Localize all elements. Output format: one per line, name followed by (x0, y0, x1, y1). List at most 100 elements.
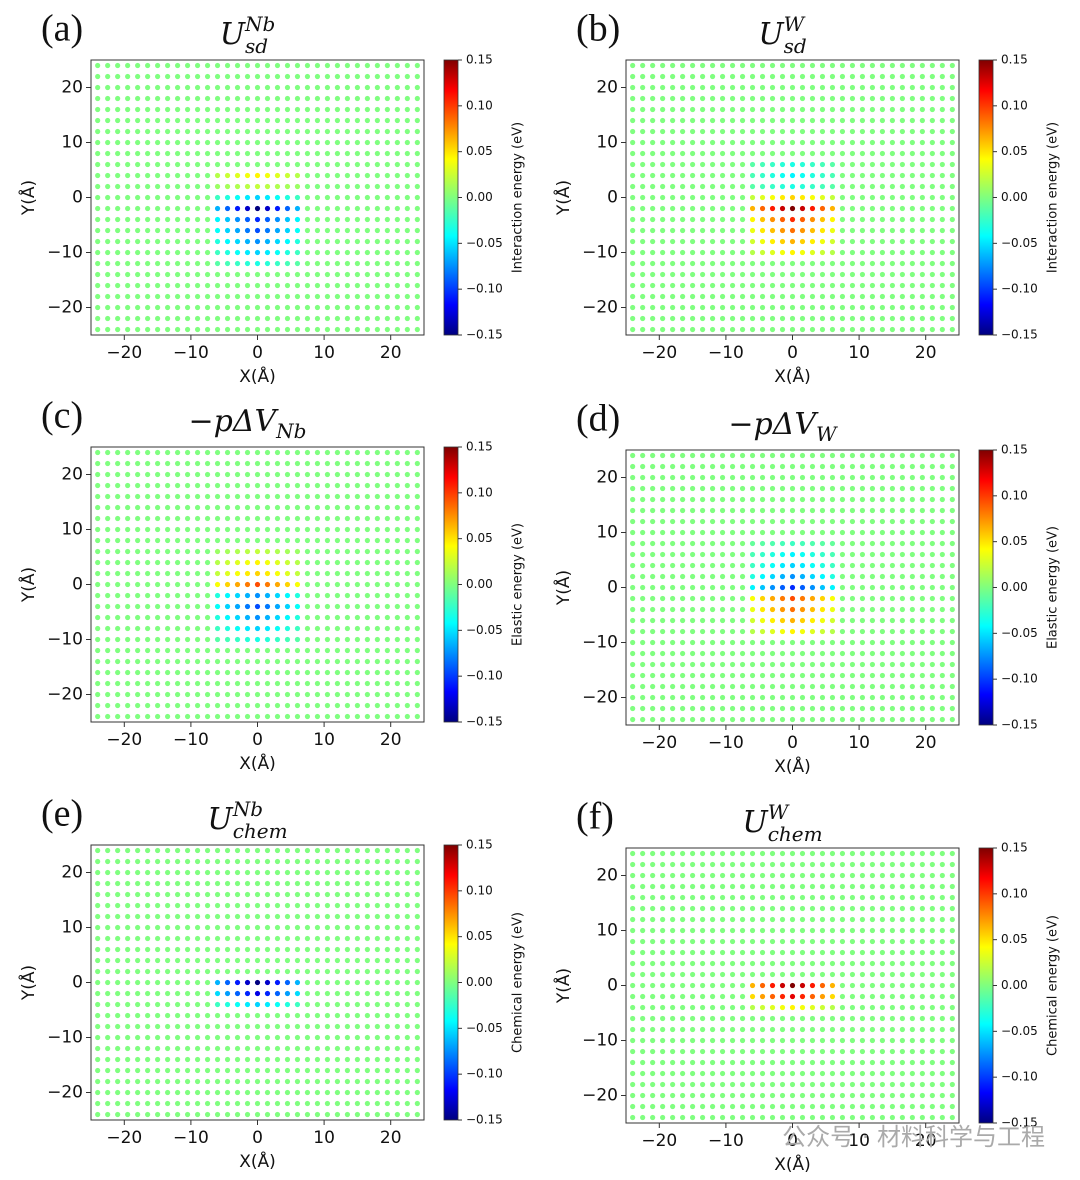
lattice-point (404, 482, 410, 489)
lattice-point (244, 1067, 251, 1074)
lattice-point (394, 73, 400, 80)
lattice-point (145, 647, 151, 654)
lattice-point (719, 938, 726, 945)
lattice-point (859, 617, 866, 624)
lattice-point (949, 993, 955, 1000)
lattice-point (374, 713, 380, 720)
lattice-point (839, 452, 846, 459)
lattice-point (284, 702, 291, 709)
lattice-point (364, 913, 370, 920)
lattice-point (839, 1103, 846, 1110)
lattice-point (155, 924, 161, 931)
y-axis-label: Y(Å) (17, 180, 39, 216)
lattice-point (899, 960, 905, 967)
lattice-point (374, 493, 380, 500)
lattice-point (334, 95, 341, 102)
lattice-point (829, 927, 836, 934)
lattice-point (105, 271, 111, 278)
lattice-point (334, 570, 341, 577)
lattice-point (889, 227, 896, 234)
lattice-point (354, 691, 360, 698)
field-point (274, 603, 281, 610)
lattice-point (314, 161, 321, 168)
lattice-point (95, 194, 101, 201)
lattice-point (304, 471, 311, 478)
lattice-point (294, 471, 301, 478)
lattice-point (749, 84, 756, 91)
lattice-point (244, 891, 251, 898)
lattice-point (234, 526, 241, 533)
lattice-point (769, 315, 776, 322)
lattice-point (364, 205, 370, 212)
lattice-point (95, 161, 101, 168)
lattice-point (939, 540, 945, 547)
lattice-point (849, 551, 856, 558)
lattice-point (919, 694, 925, 701)
lattice-point (899, 95, 905, 102)
lattice-point (135, 515, 141, 522)
lattice-point (709, 993, 716, 1000)
field-point (809, 205, 816, 212)
lattice-point (294, 869, 301, 876)
x-tick-label: 20 (380, 1128, 402, 1148)
lattice-point (839, 960, 846, 967)
lattice-point (759, 529, 766, 536)
lattice-point (324, 548, 331, 555)
lattice-point (214, 924, 221, 931)
lattice-point (354, 471, 360, 478)
lattice-point (394, 161, 400, 168)
lattice-point (839, 993, 846, 1000)
lattice-point (254, 1023, 261, 1030)
lattice-point (640, 650, 646, 657)
lattice-point (304, 1001, 311, 1008)
lattice-point (819, 1037, 826, 1044)
lattice-point (324, 935, 331, 942)
lattice-point (729, 672, 736, 679)
lattice-point (640, 485, 646, 492)
lattice-point (115, 106, 121, 113)
lattice-point (670, 584, 676, 591)
lattice-point (729, 485, 736, 492)
lattice-point (184, 924, 191, 931)
lattice-point (194, 581, 201, 588)
lattice-point (324, 62, 331, 69)
y-tick-label: 0 (72, 575, 83, 595)
lattice-point (284, 1012, 291, 1019)
lattice-point (115, 968, 121, 975)
lattice-point (680, 949, 686, 956)
lattice-point (354, 636, 360, 643)
lattice-point (769, 1059, 776, 1066)
lattice-point (364, 271, 370, 278)
lattice-point (859, 606, 866, 613)
lattice-point (849, 628, 856, 635)
lattice-point (949, 1026, 955, 1033)
field-point (829, 606, 836, 613)
lattice-point (304, 1023, 311, 1030)
lattice-point (264, 449, 271, 456)
lattice-point (374, 150, 380, 157)
lattice-point (859, 971, 866, 978)
lattice-point (324, 669, 331, 676)
lattice-point (749, 293, 756, 300)
lattice-point (699, 205, 706, 212)
lattice-point (344, 205, 351, 212)
lattice-point (869, 463, 876, 470)
lattice-point (749, 260, 756, 267)
lattice-point (294, 1045, 301, 1052)
lattice-point (344, 1067, 351, 1074)
lattice-point (929, 84, 935, 91)
lattice-point (174, 570, 181, 577)
lattice-point (374, 658, 380, 665)
lattice-point (919, 960, 925, 967)
lattice-point (115, 946, 121, 953)
lattice-point (690, 949, 696, 956)
lattice-point (164, 713, 171, 720)
lattice-point (640, 672, 646, 679)
lattice-point (699, 1004, 706, 1011)
lattice-point (164, 150, 171, 157)
lattice-point (729, 617, 736, 624)
lattice-point (869, 293, 876, 300)
field-point (264, 570, 271, 577)
lattice-point (284, 315, 291, 322)
lattice-point (404, 62, 410, 69)
